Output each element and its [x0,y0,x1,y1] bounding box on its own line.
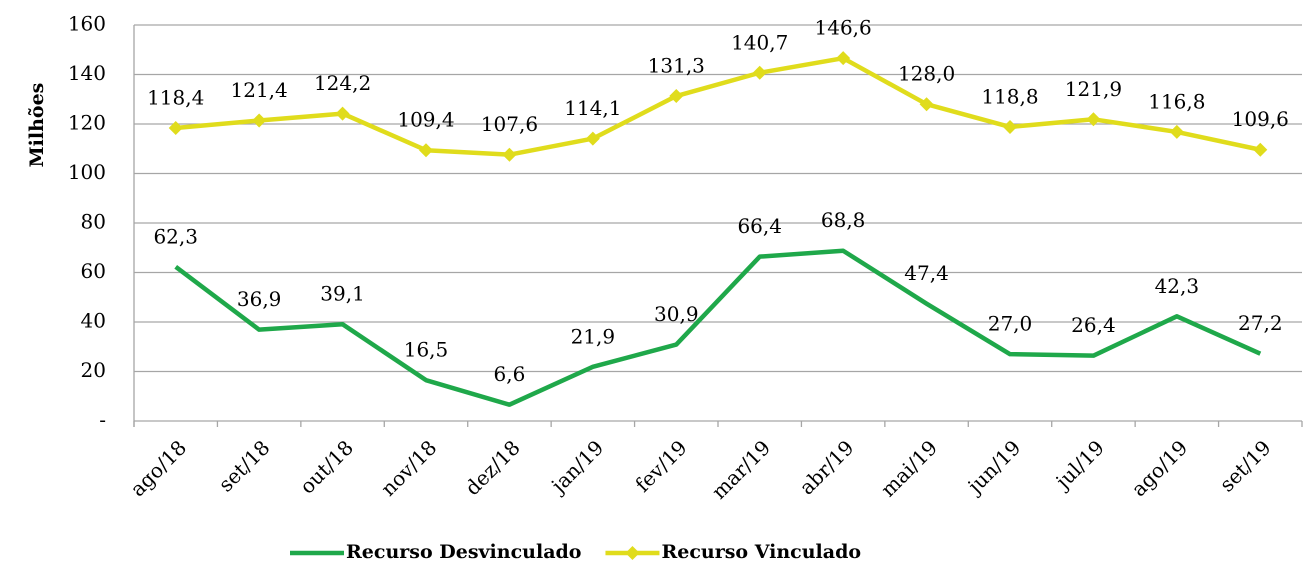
data-label: 121,4 [231,78,288,102]
y-tick-label: 100 [68,160,106,184]
x-tick-label: set/19 [1215,435,1276,496]
y-tick-label: 80 [81,210,106,234]
data-label: 42,3 [1155,274,1200,298]
y-tick-label: 60 [81,259,106,283]
x-tick-label: nov/18 [376,435,441,500]
x-tick-label: out/18 [295,435,358,498]
point-marker [502,147,517,162]
data-label: 36,9 [237,287,282,311]
data-label: 27,0 [988,312,1033,336]
x-tick-label: dez/18 [460,435,525,500]
x-tick-label: jul/19 [1050,435,1109,494]
x-tick-label: mai/19 [876,435,942,501]
data-label: 116,8 [1148,89,1205,113]
y-tick-label: 120 [68,111,106,135]
data-label: 47,4 [904,261,949,285]
data-label: 118,4 [147,85,204,109]
legend-label: Recurso Desvinculado [346,541,581,563]
data-label: 62,3 [153,224,198,248]
point-marker [669,89,684,104]
point-marker [419,143,433,158]
data-label: 68,8 [821,208,866,232]
legend-marker [625,546,640,560]
data-label: 66,4 [737,214,782,238]
point-marker [252,113,267,128]
data-label: 16,5 [404,338,449,362]
point-marker [168,120,183,135]
y-axis-label: Milhões [26,83,48,168]
data-label: 21,9 [571,324,616,348]
series-line [175,55,1261,157]
data-label: 6,6 [494,362,526,386]
series-line [174,248,1262,407]
data-label: 109,6 [1232,107,1289,131]
x-tick-label: set/18 [214,435,275,496]
data-label: 27,2 [1238,311,1283,335]
point-marker [1253,142,1268,157]
data-label: 131,3 [648,54,705,78]
data-label: 140,7 [731,30,788,54]
data-label: 109,4 [397,108,454,132]
x-tick-label: ago/18 [125,435,191,501]
x-tick-label: jun/19 [962,435,1026,499]
x-tick-label: fev/19 [630,435,691,496]
x-tick-label: mar/19 [707,435,775,503]
point-marker [335,106,350,121]
x-tick-label: abr/19 [795,435,859,499]
data-label: 146,6 [815,16,872,40]
point-marker [836,51,851,66]
y-tick-label: 140 [68,61,106,85]
point-marker [919,97,934,112]
point-marker [1003,119,1017,134]
x-tick-label: ago/19 [1127,435,1193,501]
data-label: 128,0 [898,62,955,86]
y-tick-label: 20 [81,358,106,382]
data-label: 114,1 [564,96,621,120]
y-tick-label: 160 [68,12,106,36]
data-label: 39,1 [320,282,365,306]
legend-label: Recurso Vinculado [661,541,861,563]
x-tick-label: jan/19 [545,435,608,498]
data-label: 124,2 [314,71,371,95]
y-tick-label: - [99,408,106,432]
data-label: 118,8 [981,84,1038,108]
point-marker [1169,124,1184,139]
point-marker [585,131,600,146]
point-marker [1086,112,1101,127]
y-tick-label: 40 [81,309,106,333]
data-label: 30,9 [654,302,699,326]
data-label: 26,4 [1071,313,1116,337]
point-marker [752,65,767,80]
data-label: 107,6 [481,112,538,136]
data-label: 121,9 [1065,77,1122,101]
